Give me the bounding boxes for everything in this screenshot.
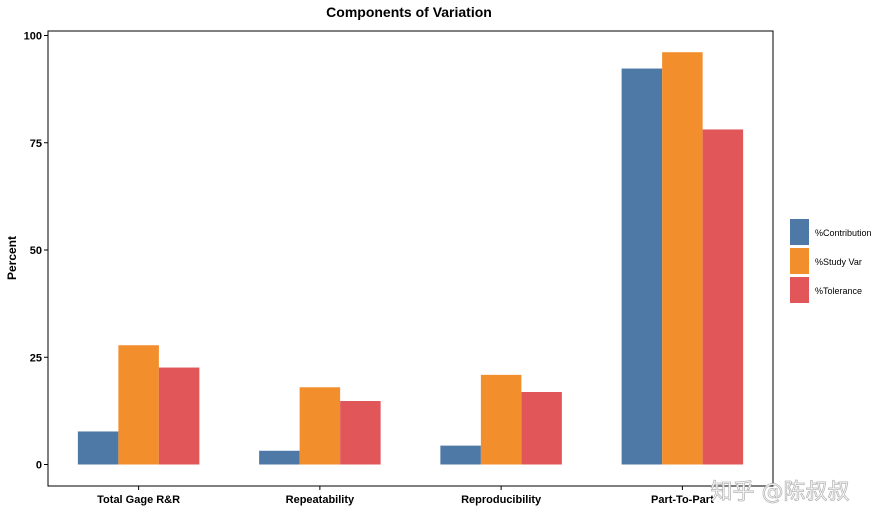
legend-swatch [790,248,809,274]
bars [77,52,744,465]
bar [702,129,744,465]
legend-label: %Tolerance [815,286,862,296]
x-tick-label: Total Gage R&R [97,494,180,506]
bar [340,401,381,465]
bar [259,450,300,465]
x-tick-label: Part-To-Part [651,494,714,506]
bar [118,345,159,465]
x-tick-label: Repeatability [286,494,355,506]
plot-panel [47,30,774,487]
bar [480,374,522,465]
y-tick-label: 75 [30,138,42,150]
legend-label: %Contribution [815,228,872,238]
x-tick-label: Reproducibility [461,494,542,506]
legend-label: %Study Var [815,257,862,267]
chart-title: Components of Variation [326,4,492,20]
bar [77,431,119,465]
bar [521,391,562,465]
bar [299,387,341,465]
watermark: 知乎 @陈叔叔 [711,480,850,505]
bar [621,68,663,465]
legend-swatch [790,219,809,245]
y-tick-label: 25 [30,352,42,364]
bar [440,445,481,465]
x-axis: Total Gage R&R Repeatability Reproducibili… [97,486,714,506]
y-axis: 0 25 50 75 100 [24,31,48,472]
bar [662,52,703,465]
legend: %Contribution %Study Var %Tolerance [790,219,872,303]
y-tick-label: 100 [24,31,42,43]
y-tick-label: 0 [36,460,42,472]
legend-swatch [790,277,809,303]
y-axis-label: Percent [5,236,19,280]
y-tick-label: 50 [30,245,42,257]
bar [158,367,200,465]
